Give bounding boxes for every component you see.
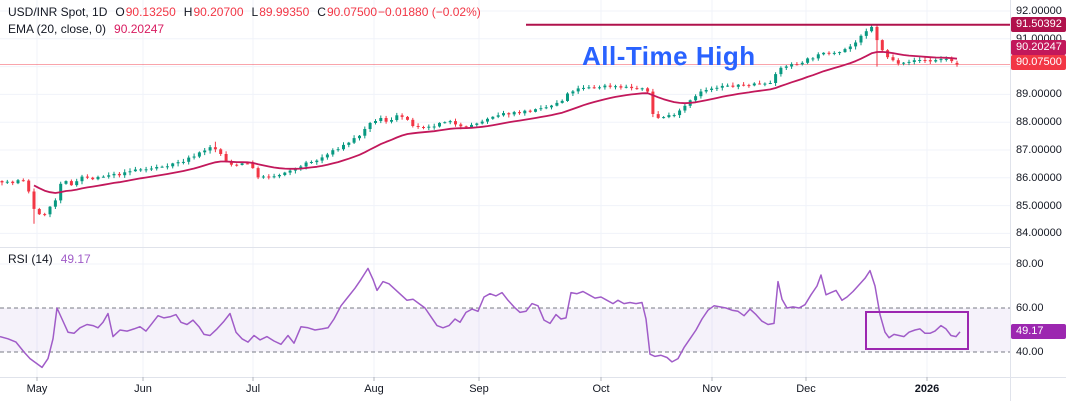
rsi-rectangle-drawing[interactable] xyxy=(865,311,969,350)
price-axis-label: 88.00000 xyxy=(1016,116,1062,128)
ema-value: 90.20247 xyxy=(114,22,165,36)
price-badge: 90.07500 xyxy=(1011,55,1066,70)
close-label: C xyxy=(317,5,326,19)
change-value: −0.01880 (−0.02%) xyxy=(378,5,481,19)
price-axis-label: 87.00000 xyxy=(1016,144,1062,156)
month-label: Oct xyxy=(592,383,610,395)
open-label: O xyxy=(115,5,125,19)
price-badge: 91.50392 xyxy=(1011,17,1066,32)
rsi-legend[interactable]: RSI (14) 49.17 xyxy=(8,252,91,266)
month-label: Jul xyxy=(245,383,261,395)
rsi-band xyxy=(0,308,1010,352)
rsi-value: 49.17 xyxy=(60,252,91,266)
month-label: Dec xyxy=(796,383,816,395)
rsi-axis-label: 80.00 xyxy=(1016,258,1044,270)
rsi-label: RSI (14) xyxy=(8,252,53,266)
symbol-title: USD/INR Spot, 1D xyxy=(8,5,108,19)
ema-line xyxy=(33,51,958,194)
rsi-plot-line xyxy=(0,267,961,369)
ema-label: EMA (20, close, 0) xyxy=(8,22,107,36)
price-badge: 90.20247 xyxy=(1011,40,1066,55)
all-time-high-annotation[interactable]: All-Time High xyxy=(582,41,756,71)
ema-legend[interactable]: EMA (20, close, 0) 90.20247 xyxy=(8,22,164,36)
symbol-legend[interactable]: USD/INR Spot, 1D O90.13250 H90.20700 L89.99… xyxy=(8,5,481,19)
rsi-axis-label: 40.00 xyxy=(1016,346,1044,358)
month-label: Jun xyxy=(134,383,152,395)
close-value: 90.07500 xyxy=(326,5,377,19)
high-value: 90.20700 xyxy=(193,5,244,19)
low-label: L xyxy=(251,5,259,19)
month-label: 2026 xyxy=(914,383,940,395)
price-axis-label: 86.00000 xyxy=(1016,172,1062,184)
month-label: May xyxy=(26,383,48,395)
open-value: 90.13250 xyxy=(125,5,176,19)
month-label: Sep xyxy=(469,383,489,395)
rsi-badge: 49.17 xyxy=(1011,324,1066,339)
price-axis-label: 89.00000 xyxy=(1016,88,1062,100)
price-axis-label: 92.00000 xyxy=(1016,5,1062,17)
month-label: Aug xyxy=(364,383,384,395)
price-axis-label: 85.00000 xyxy=(1016,200,1062,212)
low-value: 89.99350 xyxy=(259,5,310,19)
rsi-axis-label: 60.00 xyxy=(1016,302,1044,314)
month-label: Nov xyxy=(702,383,722,395)
high-label: H xyxy=(183,5,193,19)
price-axis-label: 84.00000 xyxy=(1016,227,1062,239)
